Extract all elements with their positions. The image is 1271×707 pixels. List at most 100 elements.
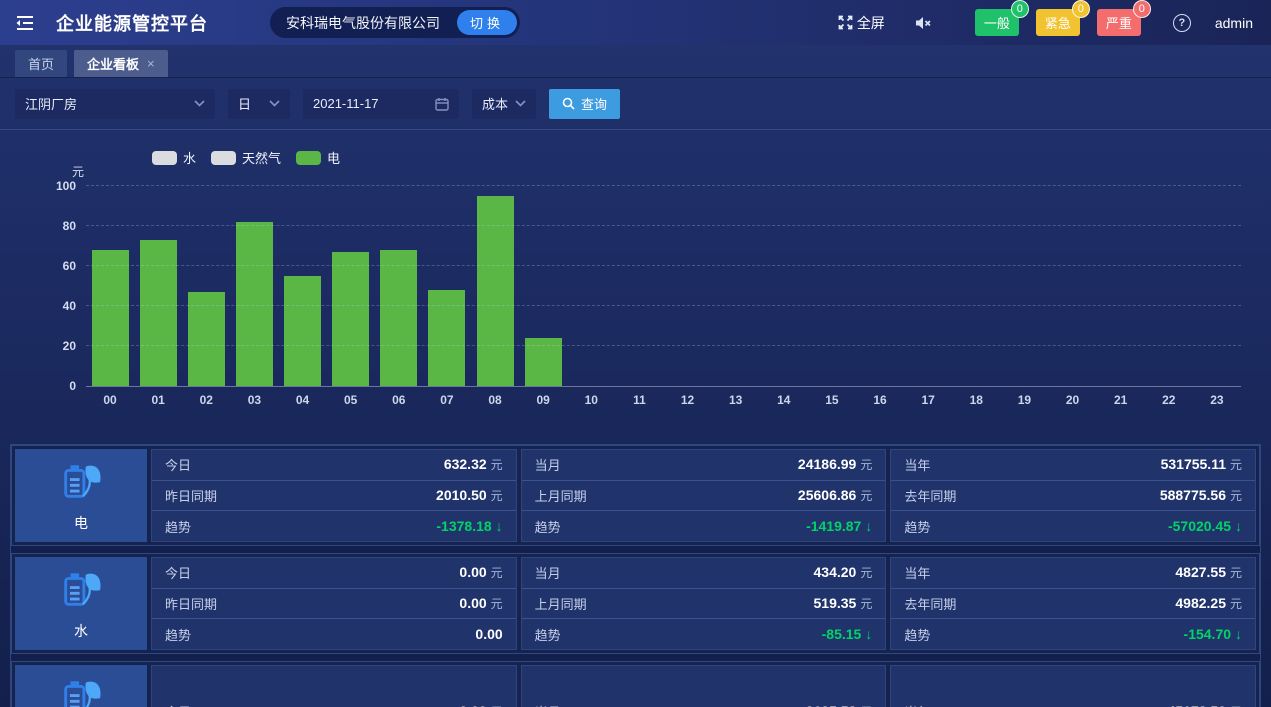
legend-item-2[interactable]: 电	[296, 148, 340, 167]
bar-电-02[interactable]	[188, 292, 225, 386]
bar-电-03[interactable]	[236, 222, 273, 386]
alarm-badges: 一般0 紧急0 严重0	[975, 9, 1141, 36]
stat-item: 当月3625.58元	[522, 666, 886, 707]
trend-down-arrow: ↓	[1235, 518, 1242, 534]
stat-unit: 元	[860, 487, 872, 504]
mute-icon[interactable]	[915, 15, 933, 31]
company-selector: 安科瑞电气股份有限公司 切换	[270, 7, 520, 38]
stat-unit: 元	[491, 703, 503, 707]
stat-unit: 元	[1230, 456, 1242, 473]
bar-电-01[interactable]	[140, 240, 177, 386]
stat-value: -1378.18↓	[436, 518, 502, 534]
legend-label: 天然气	[242, 148, 281, 167]
trend-down-arrow: ↓	[865, 626, 872, 642]
query-button[interactable]: 查询	[549, 89, 620, 119]
period-select-value: 日	[238, 94, 251, 113]
alarm-badge-1[interactable]: 紧急0	[1036, 9, 1080, 36]
chart-plot-area: 020406080100	[86, 187, 1241, 387]
x-axis-label: 22	[1145, 393, 1193, 407]
user-menu[interactable]: admin	[1215, 15, 1253, 31]
stat-group-2: 当年45173.59元	[890, 665, 1256, 707]
x-axis-label: 08	[471, 393, 519, 407]
bar-电-04[interactable]	[284, 276, 321, 386]
x-axis-label: 04	[279, 393, 327, 407]
fullscreen-button[interactable]: 全屏	[838, 13, 885, 33]
tab-label: 首页	[28, 54, 54, 73]
date-picker[interactable]: 2021-11-17	[303, 89, 459, 119]
stat-unit: 元	[860, 456, 872, 473]
stat-value: 4982.25元	[1175, 595, 1242, 612]
bar-slot-22	[1145, 187, 1193, 386]
chart-legend: 水 天然气电	[152, 148, 340, 167]
stat-item: 趋势-85.15↓	[522, 619, 886, 649]
x-axis-label: 07	[423, 393, 471, 407]
x-axis-label: 19	[1000, 393, 1048, 407]
battery-leaf-icon	[58, 674, 104, 707]
stat-item: 当年45173.59元	[891, 666, 1255, 707]
x-axis-label: 12	[664, 393, 712, 407]
stat-item: 今日0.00元	[152, 558, 516, 589]
stat-label: 昨日同期	[165, 594, 217, 613]
stat-value: 0.00元	[459, 595, 502, 612]
x-axis-label: 17	[904, 393, 952, 407]
stat-number: 434.20	[814, 564, 857, 580]
stat-number: 0.00	[459, 595, 486, 611]
stat-number: -154.70	[1184, 626, 1231, 642]
stat-value: -85.15↓	[822, 626, 873, 642]
alarm-count-badge: 0	[1072, 0, 1090, 18]
help-icon[interactable]: ?	[1173, 14, 1191, 32]
bar-slot-15	[808, 187, 856, 386]
y-axis-tick: 40	[63, 299, 76, 313]
alarm-badge-0[interactable]: 一般0	[975, 9, 1019, 36]
tab-1[interactable]: 企业看板×	[74, 50, 168, 77]
legend-item-0[interactable]: 水	[152, 148, 196, 167]
metric-select-value: 成本	[482, 94, 508, 113]
stat-value: -154.70↓	[1184, 626, 1242, 642]
stat-number: 632.32	[444, 456, 487, 472]
bar-电-06[interactable]	[380, 250, 417, 386]
bar-slot-00	[86, 187, 134, 386]
bar-slot-11	[615, 187, 663, 386]
switch-company-button[interactable]: 切换	[457, 10, 517, 35]
stat-label: 趋势	[165, 625, 191, 644]
trend-down-arrow: ↓	[865, 518, 872, 534]
period-select[interactable]: 日	[228, 89, 290, 119]
gridline	[86, 345, 1241, 346]
stat-value: 0.00	[475, 626, 502, 642]
x-axis-label: 02	[182, 393, 230, 407]
chart-bars	[86, 187, 1241, 386]
stat-label: 今日	[165, 563, 191, 582]
stat-number: 0.00	[459, 564, 486, 580]
stat-label: 当月	[535, 702, 561, 707]
menu-fold-icon[interactable]	[0, 12, 36, 34]
bar-电-05[interactable]	[332, 252, 369, 386]
metric-select[interactable]: 成本	[472, 89, 536, 119]
x-axis-label: 23	[1193, 393, 1241, 407]
stat-group-2: 当年531755.11元去年同期588775.56元趋势-57020.45↓	[890, 449, 1256, 542]
stat-value: 519.35元	[814, 595, 873, 612]
chevron-down-icon	[269, 100, 280, 107]
tab-0[interactable]: 首页	[15, 50, 67, 77]
bar-电-00[interactable]	[92, 250, 129, 386]
stat-number: 2010.50	[436, 487, 487, 503]
stat-value: 531755.11元	[1161, 456, 1242, 473]
stat-item: 趋势-1419.87↓	[522, 511, 886, 541]
legend-item-1[interactable]: 天然气	[211, 148, 281, 167]
stat-number: 4827.55	[1175, 564, 1226, 580]
stat-group-2: 当年4827.55元去年同期4982.25元趋势-154.70↓	[890, 557, 1256, 650]
stat-label: 趋势	[535, 517, 561, 536]
bar-slot-23	[1193, 187, 1241, 386]
site-select[interactable]: 江阴厂房	[15, 89, 215, 119]
tab-strip: 首页 企业看板×	[0, 45, 1271, 78]
stat-label: 当年	[904, 702, 930, 707]
bar-slot-14	[760, 187, 808, 386]
stat-item: 当月434.20元	[522, 558, 886, 589]
alarm-badge-2[interactable]: 严重0	[1097, 9, 1141, 36]
energy-row-0: 电今日632.32元昨日同期2010.50元趋势-1378.18↓当月24186…	[11, 445, 1260, 546]
top-bar: 企业能源管控平台 安科瑞电气股份有限公司 切换 全屏 一般0紧急0严重0 ? a…	[0, 0, 1271, 45]
legend-swatch	[296, 151, 321, 165]
bar-slot-06	[375, 187, 423, 386]
energy-row-2: 天然气今日0.00元当月3625.58元当年45173.59元	[11, 661, 1260, 707]
tab-close-icon[interactable]: ×	[147, 56, 155, 71]
stat-item: 上月同期519.35元	[522, 589, 886, 620]
